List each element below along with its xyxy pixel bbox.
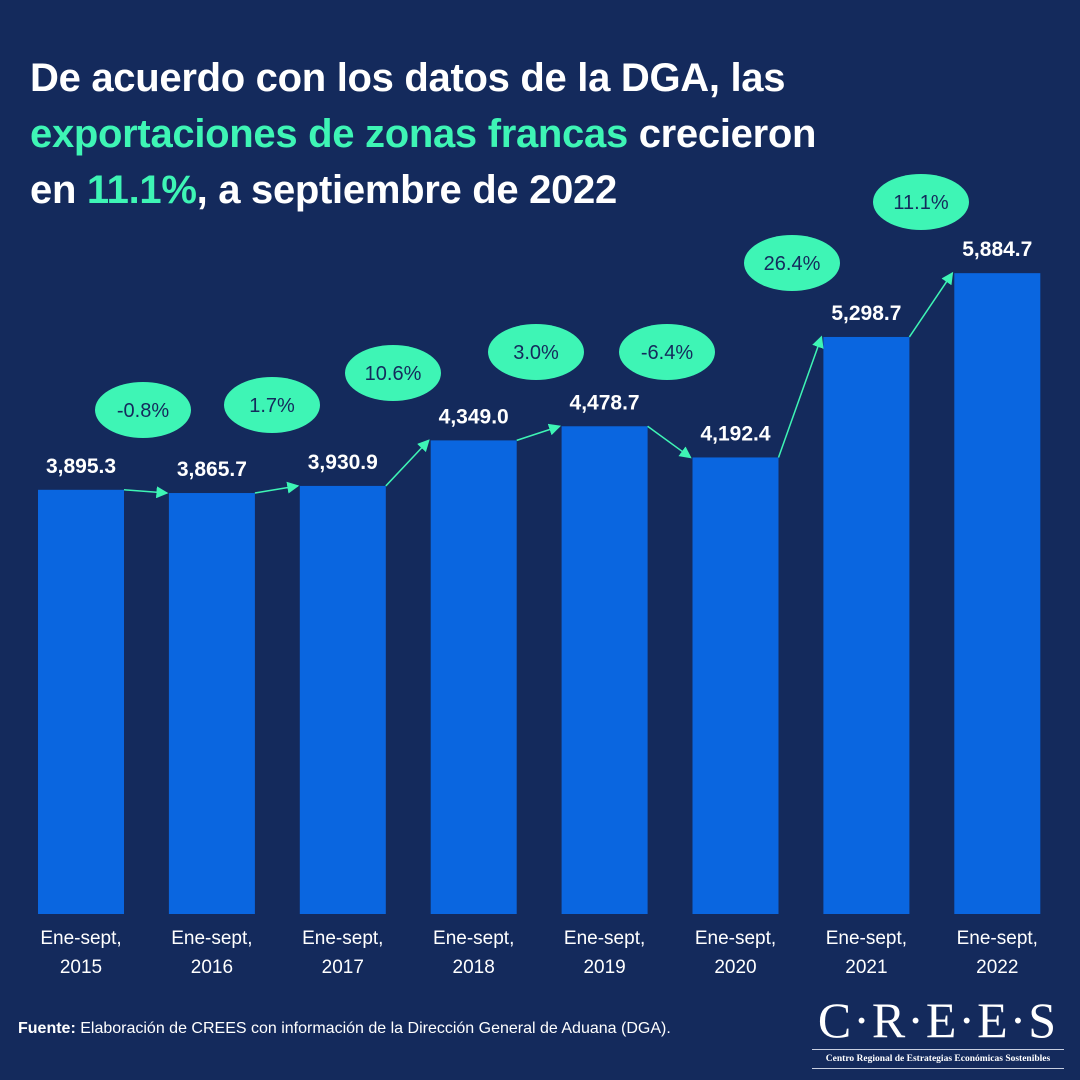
growth-label: -0.8% (117, 400, 169, 422)
bar-8 (954, 273, 1041, 915)
source-label: Fuente: (18, 1020, 76, 1037)
x-tick-label: Ene-sept, (695, 928, 776, 949)
bar-3 (299, 485, 386, 914)
source-note: Fuente: Elaboración de CREES con informa… (18, 1020, 671, 1038)
bar-7 (823, 336, 910, 914)
growth-arrow (647, 425, 692, 459)
x-tick-label: Ene-sept, (171, 928, 252, 949)
growth-bubble (619, 324, 715, 380)
growth-arrow (254, 481, 300, 494)
bar-5 (561, 426, 648, 914)
growth-label: 11.1% (893, 192, 948, 214)
source-text: Elaboración de CREES con información de … (75, 1020, 671, 1037)
growth-label: 10.6% (365, 363, 422, 385)
x-tick-label: Ene-sept, (433, 928, 514, 949)
x-tick-label: Ene-sept, (957, 928, 1038, 949)
growth-bubble (345, 345, 441, 401)
value-label: 3,930.9 (308, 451, 378, 474)
x-tick-label: 2022 (976, 957, 1018, 978)
x-tick-label: 2018 (453, 957, 495, 978)
bar-2 (168, 493, 255, 914)
crees-logo: C·R·E·E·S Centro Regional de Estrategias… (812, 993, 1064, 1071)
growth-arrow (777, 335, 824, 458)
growth-bubble (488, 324, 584, 380)
x-tick-label: Ene-sept, (40, 928, 121, 949)
value-label: 4,192.4 (700, 422, 770, 445)
value-label: 3,895.3 (46, 455, 116, 478)
bar-4 (430, 440, 517, 914)
bar-1 (38, 489, 124, 914)
growth-label: 26.4% (764, 253, 821, 275)
bar-chart: 3,895.3 Ene-sept, 2015 3,865.7 Ene-sept, 2016… (38, 174, 1041, 978)
logo-subtitle: Centro Regional de Estrategias Económica… (825, 1054, 1051, 1064)
growth-bubble (95, 382, 191, 438)
x-tick-label: 2020 (714, 957, 756, 978)
growth-arrow (123, 486, 169, 499)
title-line-2: crecieron (627, 112, 817, 156)
growth-bubble (744, 235, 840, 291)
logo-name: C·R·E·E·S (817, 992, 1059, 1048)
title-line-1: De acuerdo con los datos de la DGA, las (30, 56, 786, 100)
growth-arrow (908, 271, 954, 338)
title-line-3-start: en (30, 168, 87, 212)
x-tick-label: 2017 (322, 957, 364, 978)
x-tick-label: 2019 (583, 957, 625, 978)
x-tick-label: Ene-sept, (826, 928, 907, 949)
growth-arrow (385, 439, 430, 487)
growth-label: 1.7% (249, 395, 295, 417)
title-line-3: , a septiembre de 2022 (196, 168, 618, 212)
value-label: 4,349.0 (439, 405, 509, 428)
chart-title: De acuerdo con los datos de la DGA, las … (30, 50, 1030, 218)
bar-6 (692, 457, 779, 914)
x-tick-label: Ene-sept, (302, 928, 383, 949)
value-label: 4,478.7 (570, 391, 640, 414)
growth-bubble (873, 174, 969, 230)
x-tick-label: 2016 (191, 957, 233, 978)
growth-arrow (516, 423, 562, 442)
growth-label: -6.4% (641, 342, 693, 364)
value-label: 3,865.7 (177, 458, 247, 481)
value-label: 5,884.7 (962, 238, 1032, 261)
growth-label: 3.0% (513, 342, 559, 364)
x-tick-label: Ene-sept, (564, 928, 645, 949)
value-label: 5,298.7 (831, 302, 901, 325)
x-tick-label: 2015 (60, 957, 102, 978)
growth-bubble (224, 377, 320, 433)
x-tick-label: 2021 (845, 957, 887, 978)
title-highlight-exports: exportaciones de zonas francas (30, 112, 628, 156)
title-highlight-growth: 11.1% (86, 168, 197, 212)
